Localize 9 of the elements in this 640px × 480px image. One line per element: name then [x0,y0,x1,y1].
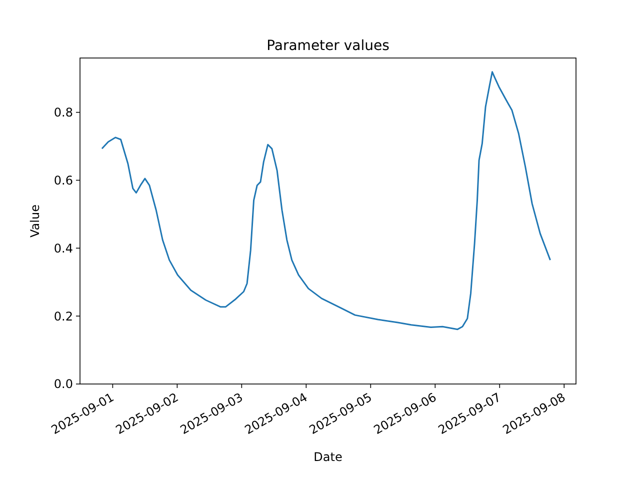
y-tick-label: 0.0 [54,377,73,392]
y-tick-label: 0.2 [54,309,73,324]
y-tick-label: 0.4 [54,241,73,256]
line-series [101,71,551,330]
y-axis-title: Value [28,204,42,238]
x-axis-title: Date [314,450,342,464]
y-tick-label: 0.8 [54,106,73,120]
y-tick-label: 0.6 [54,173,73,188]
chart-title: Parameter values [266,38,390,54]
